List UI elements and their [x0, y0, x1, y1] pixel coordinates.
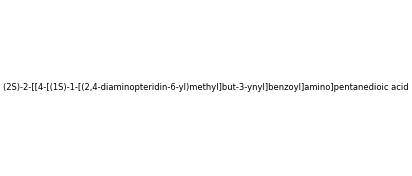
Text: (2S)-2-[[4-[(1S)-1-[(2,4-diaminopteridin-6-yl)methyl]but-3-ynyl]benzoyl]amino]pe: (2S)-2-[[4-[(1S)-1-[(2,4-diaminopteridin… [3, 83, 409, 93]
